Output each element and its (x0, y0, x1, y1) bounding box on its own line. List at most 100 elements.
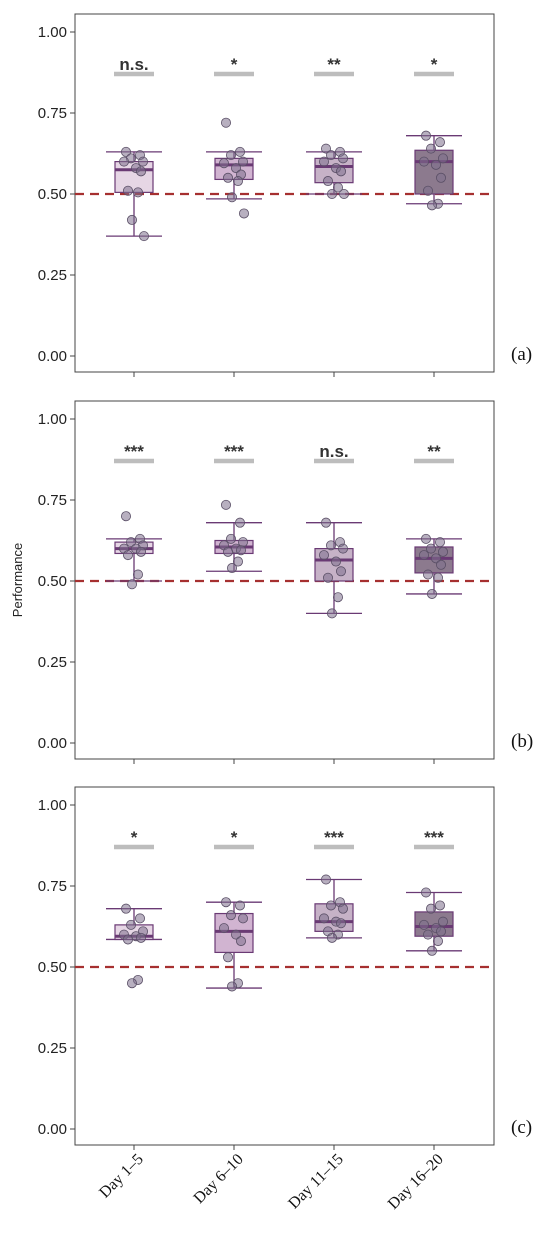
data-point (218, 158, 229, 169)
data-point (232, 556, 243, 567)
significance-label: *** (324, 828, 344, 847)
data-point (123, 934, 134, 945)
data-point (222, 172, 233, 183)
y-tick-label: 0.25 (38, 267, 67, 284)
data-point (337, 903, 348, 914)
data-point (237, 156, 248, 167)
y-tick-label: 0.50 (38, 573, 67, 590)
data-point (138, 231, 149, 242)
box-group: * (206, 828, 262, 992)
data-point (330, 556, 341, 567)
data-point (121, 511, 132, 522)
y-axis-label: Performance (10, 543, 25, 617)
data-point (337, 543, 348, 554)
data-point (326, 188, 337, 199)
y-tick-label: 1.00 (38, 411, 67, 428)
panel-c: 0.000.250.500.751.00* * *** ***(c) (38, 786, 532, 1150)
data-point (225, 150, 236, 161)
x-category-label: Day 16–20 (385, 1151, 447, 1213)
box-group: * (406, 55, 462, 211)
y-tick-label: 0.00 (38, 348, 67, 365)
significance-label: * (131, 828, 138, 847)
y-tick-label: 0.00 (38, 735, 67, 752)
data-point (430, 159, 441, 170)
data-point (320, 517, 331, 528)
data-point (226, 981, 237, 992)
data-point (135, 546, 146, 557)
data-point (218, 923, 229, 934)
data-point (338, 188, 349, 199)
data-point (426, 588, 437, 599)
data-point (422, 185, 433, 196)
data-point (326, 608, 337, 619)
y-tick-label: 1.00 (38, 24, 67, 41)
data-point (422, 569, 433, 580)
data-point (434, 900, 445, 911)
x-category-label: Day 1–5 (96, 1151, 147, 1202)
data-point (234, 517, 245, 528)
data-point (418, 550, 429, 561)
significance-label: *** (224, 442, 244, 461)
data-point (123, 185, 134, 196)
box-group: *** (406, 828, 462, 956)
panel-a: 0.000.250.500.751.00n.s. * ** *(a) (38, 13, 532, 377)
data-point (220, 117, 231, 128)
data-point (322, 176, 333, 187)
data-point (126, 919, 137, 930)
data-point (322, 572, 333, 583)
data-point (123, 550, 134, 561)
data-point (332, 182, 343, 193)
data-point (121, 903, 132, 914)
data-point (134, 913, 145, 924)
data-point (434, 137, 445, 148)
data-point (437, 916, 448, 927)
data-point (127, 214, 138, 225)
data-point (132, 187, 143, 198)
data-point (234, 146, 245, 157)
data-point (337, 153, 348, 164)
data-point (422, 929, 433, 940)
significance-label: *** (124, 442, 144, 461)
data-point (234, 900, 245, 911)
y-tick-label: 0.75 (38, 878, 67, 895)
box-group: * (206, 55, 262, 219)
significance-label: * (431, 55, 438, 74)
significance-label: * (231, 828, 238, 847)
data-point (425, 903, 436, 914)
data-point (318, 913, 329, 924)
box-group: *** (106, 442, 162, 590)
data-point (420, 533, 431, 544)
y-tick-label: 0.75 (38, 105, 67, 122)
data-point (418, 919, 429, 930)
data-point (426, 945, 437, 956)
data-point (226, 192, 237, 203)
data-point (135, 166, 146, 177)
data-point (425, 143, 436, 154)
data-point (232, 176, 243, 187)
data-point (127, 978, 138, 989)
data-point (335, 566, 346, 577)
data-point (418, 156, 429, 167)
data-point (318, 156, 329, 167)
box-group: * (106, 828, 162, 989)
panel-label: (c) (511, 1117, 532, 1138)
data-point (127, 579, 138, 590)
data-point (420, 887, 431, 898)
data-point (238, 208, 249, 219)
significance-label: ** (427, 442, 441, 461)
data-point (222, 952, 233, 963)
data-point (237, 913, 248, 924)
data-point (435, 926, 446, 937)
data-point (432, 936, 443, 947)
data-point (135, 932, 146, 943)
data-point (425, 543, 436, 554)
data-point (325, 540, 336, 551)
data-point (432, 572, 443, 583)
data-point (132, 569, 143, 580)
data-point (222, 546, 233, 557)
data-point (434, 537, 445, 548)
data-point (335, 166, 346, 177)
box-group: ** (306, 55, 362, 199)
box (314, 547, 354, 582)
y-tick-label: 0.75 (38, 492, 67, 509)
